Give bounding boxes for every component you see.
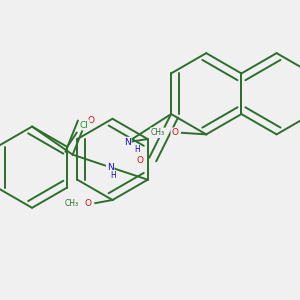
Text: N: N [107,163,114,172]
Text: CH₃: CH₃ [151,128,165,137]
Text: O: O [87,116,94,125]
Text: H: H [110,171,116,180]
Text: O: O [137,156,144,165]
Text: O: O [84,199,91,208]
Text: O: O [172,128,178,137]
Text: N: N [124,138,131,147]
Text: Cl: Cl [80,121,89,130]
Text: CH₃: CH₃ [65,199,79,208]
Text: H: H [134,146,140,154]
